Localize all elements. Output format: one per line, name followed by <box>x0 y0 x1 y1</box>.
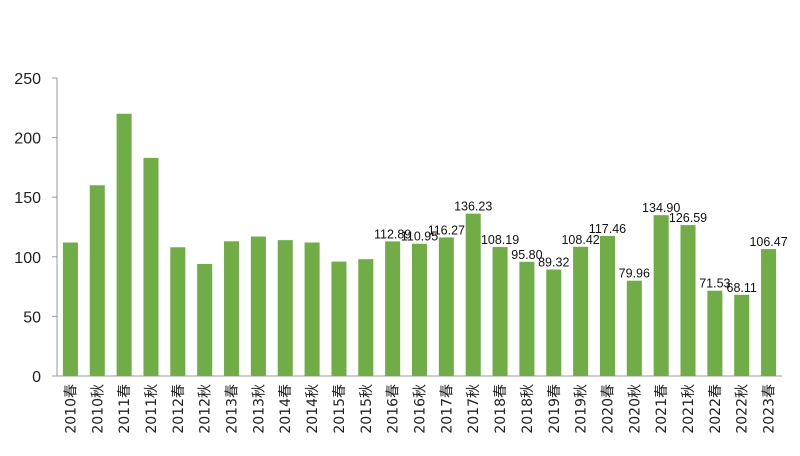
x-tick-label: 2011春 <box>117 384 133 434</box>
x-tick-label: 2020秋 <box>627 384 643 434</box>
data-label: 108.42 <box>561 233 599 247</box>
data-label: 112.89 <box>374 227 411 241</box>
x-tick-label: 2010秋 <box>90 384 106 434</box>
bar-2015春 <box>331 261 347 376</box>
data-label: 136.23 <box>454 200 492 214</box>
x-tick-label: 2014春 <box>278 384 294 434</box>
bar-2011秋 <box>143 157 159 376</box>
bar-2021秋 <box>680 225 696 376</box>
data-label: 110.95 <box>401 230 438 244</box>
x-tick-label: 2013春 <box>225 384 241 434</box>
data-label: 89.32 <box>538 256 569 270</box>
bar-2019秋 <box>573 246 589 376</box>
x-tick-label: 2016春 <box>386 384 402 434</box>
bar-2011春 <box>116 113 132 376</box>
data-label: 79.96 <box>619 267 650 281</box>
x-tick-label: 2017春 <box>439 384 455 434</box>
x-tick-label: 2018春 <box>493 384 509 434</box>
x-tick-label: 2018秋 <box>520 384 536 434</box>
bar-2020秋 <box>626 280 642 376</box>
bar-2018秋 <box>519 261 535 376</box>
bar-2013春 <box>224 241 240 376</box>
x-tick-label: 2023春 <box>762 384 778 434</box>
bar-2022春 <box>707 290 723 376</box>
x-tick-label: 2015秋 <box>359 384 375 434</box>
x-tick-label: 2014秋 <box>305 384 321 434</box>
x-tick-label: 2010春 <box>63 384 79 434</box>
y-tick-label: 50 <box>23 309 41 326</box>
x-tick-label: 2015春 <box>332 384 348 434</box>
bar-2015秋 <box>358 259 374 376</box>
y-tick-label: 200 <box>14 131 41 148</box>
bar-2022秋 <box>734 294 750 376</box>
x-tick-label: 2019春 <box>547 384 563 434</box>
data-label: 95.80 <box>511 248 542 262</box>
bar-2010秋 <box>89 185 105 376</box>
x-tick-label: 2017秋 <box>466 384 482 434</box>
x-tick-label: 2022秋 <box>735 384 751 434</box>
bar-2016秋 <box>411 243 428 376</box>
x-tick-label: 2019秋 <box>574 384 590 434</box>
y-tick-label: 250 <box>14 71 41 88</box>
x-tick-label: 2013秋 <box>251 384 267 434</box>
y-tick-label: 0 <box>32 369 41 386</box>
y-tick-label: 150 <box>14 190 41 207</box>
data-label: 108.19 <box>481 233 519 247</box>
x-tick-label: 2021秋 <box>681 384 697 434</box>
bar-2012春 <box>170 247 186 376</box>
bar-2012秋 <box>197 263 213 376</box>
x-axis-labels: 2010春 2010秋 2011春 2011秋 2012春 2012秋 2013春 2013秋… <box>63 384 777 434</box>
data-label: 71.53 <box>699 277 730 291</box>
y-axis-ticks: 0 50 100 150 200 250 <box>14 71 57 386</box>
x-tick-label: 2011秋 <box>144 384 160 434</box>
bars <box>62 113 777 376</box>
x-tick-label: 2020春 <box>600 384 616 434</box>
bar-2017春 <box>438 237 454 376</box>
bar-2018春 <box>492 247 508 376</box>
bar-2023春 <box>761 249 777 376</box>
x-tick-label: 2016秋 <box>413 384 429 434</box>
bar-2010春 <box>62 242 78 376</box>
y-tick-label: 100 <box>14 250 41 267</box>
bar-2021春 <box>653 215 669 376</box>
x-tick-label: 2021春 <box>654 384 670 434</box>
bar-2017秋 <box>465 213 481 376</box>
x-tick-label: 2012春 <box>171 384 187 434</box>
x-tick-label: 2022春 <box>708 384 724 434</box>
data-label: 126.59 <box>669 211 707 225</box>
bar-2014春 <box>277 240 293 376</box>
data-label: 117.46 <box>589 222 626 236</box>
bar-2016春 <box>385 241 401 376</box>
data-label: 134.90 <box>642 201 680 215</box>
bar-2020春 <box>599 235 615 376</box>
data-label: 116.27 <box>428 223 465 237</box>
data-label: 106.47 <box>749 235 787 249</box>
bar-2013秋 <box>250 236 266 376</box>
bar-2019春 <box>546 269 562 376</box>
data-label: 68.11 <box>727 281 757 295</box>
x-tick-label: 2012秋 <box>198 384 214 434</box>
bar-2014秋 <box>304 242 320 376</box>
